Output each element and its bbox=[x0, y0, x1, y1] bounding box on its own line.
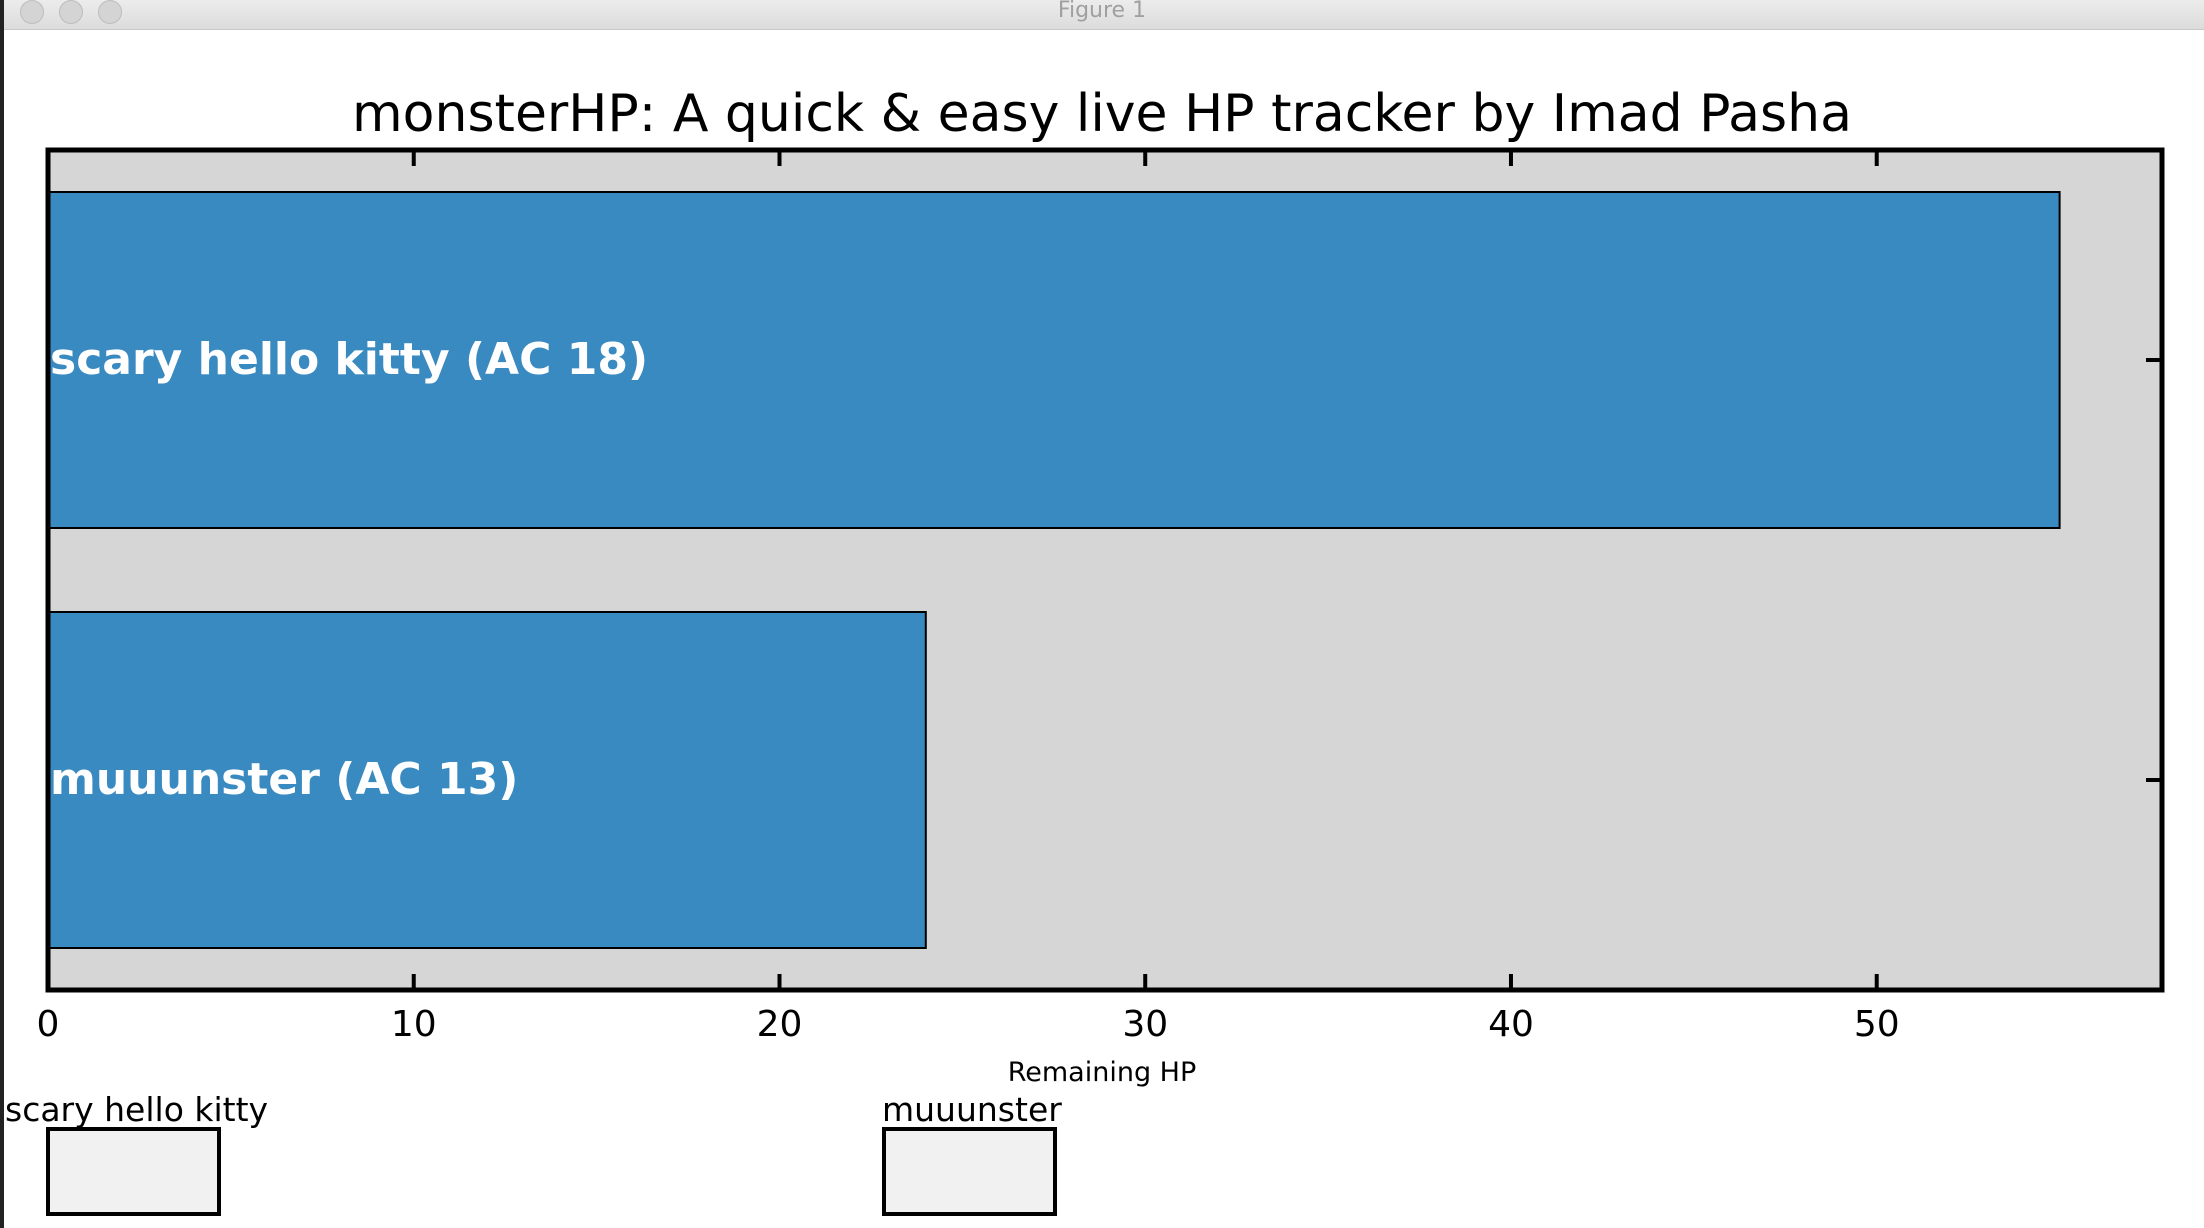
x-tick-label: 50 bbox=[1853, 1004, 1900, 1045]
bar-label: muuunster (AC 13) bbox=[50, 754, 519, 805]
plot-frame bbox=[45, 147, 2165, 993]
hp-input-scary-hello-kitty[interactable] bbox=[46, 1127, 221, 1216]
close-window-icon[interactable] bbox=[20, 0, 44, 24]
x-tick-label: 40 bbox=[1488, 1004, 1534, 1045]
x-axis-label: Remaining HP bbox=[1007, 1057, 1197, 1088]
hp-input-label-scary-hello-kitty: scary hello kitty bbox=[5, 1090, 269, 1129]
x-tick-label: 10 bbox=[390, 1004, 437, 1045]
chart-title: monsterHP: A quick & easy live HP tracke… bbox=[352, 84, 1852, 144]
x-tick-label: 0 bbox=[36, 1004, 60, 1045]
window-left-edge bbox=[0, 0, 4, 1228]
zoom-window-icon[interactable] bbox=[98, 0, 122, 24]
hp-input-label-muuunster: muuunster bbox=[882, 1090, 1062, 1129]
hp-input-muuunster[interactable] bbox=[882, 1127, 1057, 1216]
window-title: Figure 1 bbox=[1057, 0, 1147, 23]
hp-bar bbox=[47, 191, 2061, 529]
minimize-window-icon[interactable] bbox=[59, 0, 83, 24]
x-tick-label: 20 bbox=[756, 1004, 803, 1045]
bar-label: scary hello kitty (AC 18) bbox=[50, 334, 649, 385]
hp-bar bbox=[47, 611, 927, 949]
window-titlebar: Figure 1 bbox=[0, 0, 2204, 30]
x-tick-label: 30 bbox=[1122, 1004, 1169, 1045]
